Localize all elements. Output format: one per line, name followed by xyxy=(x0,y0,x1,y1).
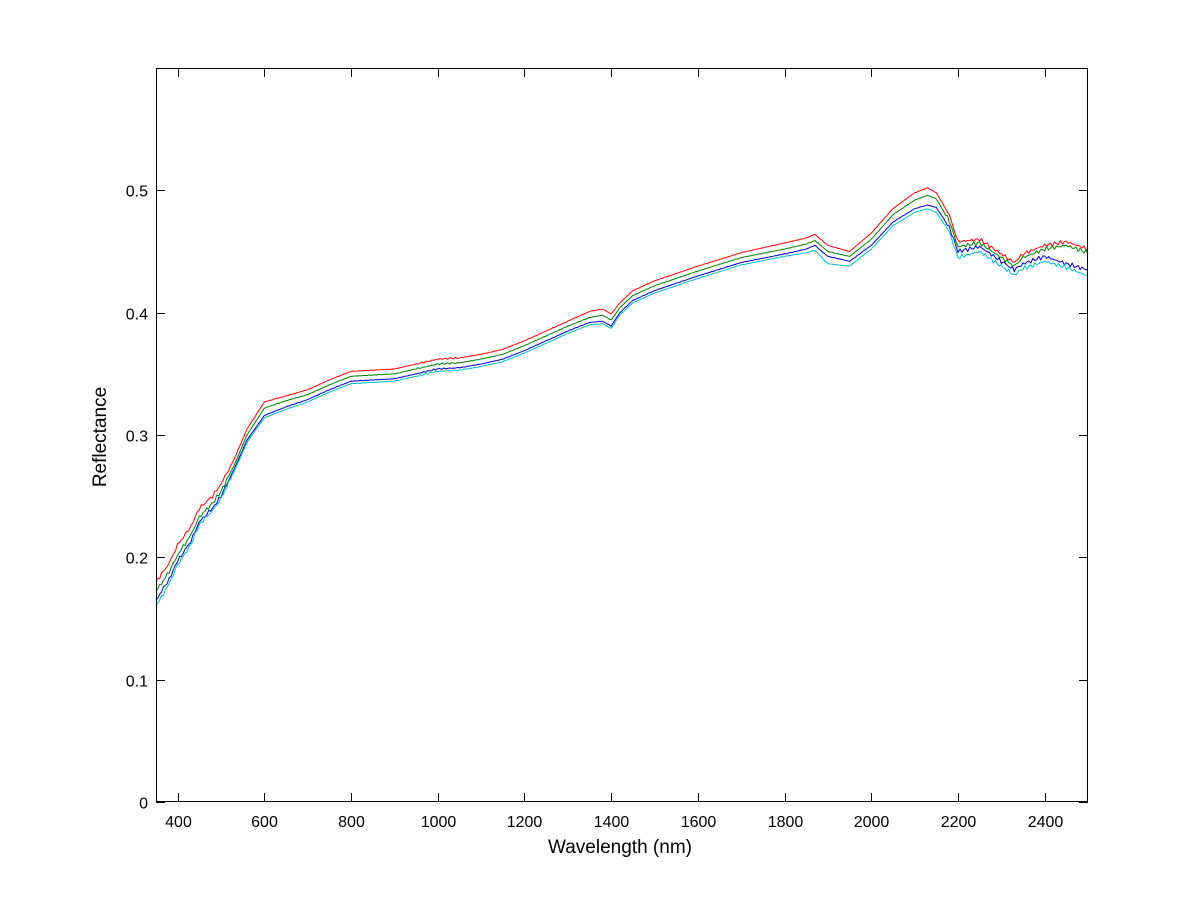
x-axis-title: Wavelength (nm) xyxy=(548,837,692,858)
series-line-4 xyxy=(155,208,1089,607)
y-tick-label: 0.5 xyxy=(126,184,148,201)
x-tick-label: 1600 xyxy=(681,814,717,831)
plot-frame xyxy=(156,68,1088,802)
x-tick-label: 2400 xyxy=(1028,814,1064,831)
x-tick-label: 1000 xyxy=(421,814,457,831)
y-tick-label: 0.3 xyxy=(126,429,148,446)
y-tick-label: 0.2 xyxy=(126,551,148,568)
x-tick-label: 1200 xyxy=(507,814,543,831)
x-tick-label: 800 xyxy=(338,814,365,831)
x-tick-label: 2200 xyxy=(941,814,977,831)
series-line-3 xyxy=(155,204,1089,601)
series-layer xyxy=(155,187,1089,607)
y-tick-label: 0 xyxy=(139,796,148,813)
y-tick-label: 0.4 xyxy=(126,307,148,324)
plot-area xyxy=(156,68,1088,802)
y-axis-title: Reflectance xyxy=(90,387,111,487)
x-tick-label: 400 xyxy=(165,814,192,831)
x-tick-label: 600 xyxy=(251,814,278,831)
series-line-2 xyxy=(155,194,1089,592)
x-tick-label: 1800 xyxy=(768,814,804,831)
x-tick-label: 2000 xyxy=(854,814,890,831)
x-tick-label: 1400 xyxy=(594,814,630,831)
tick-layer: 400 600 800 1000 1200 1400 1600 1800 2000 2200 240… xyxy=(126,68,1088,831)
series-line-1 xyxy=(155,187,1089,583)
y-tick-label: 0.1 xyxy=(126,674,148,691)
